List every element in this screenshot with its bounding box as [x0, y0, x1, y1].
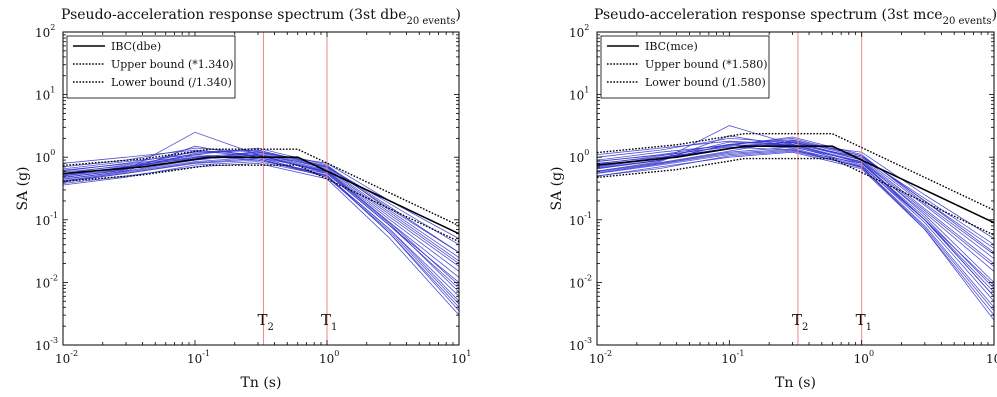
- record-line-16: [597, 140, 994, 259]
- record-line-12: [63, 147, 459, 258]
- lower-bound-line: [597, 157, 994, 236]
- y-tick-label: 100: [35, 148, 55, 165]
- y-axis-label: SA (g): [15, 166, 31, 210]
- x-axis-label: Tn (s): [241, 375, 282, 391]
- y-tick-label: 10-1: [569, 211, 592, 228]
- record-line-13: [597, 150, 994, 308]
- record-line-18: [63, 149, 459, 253]
- record-line-14: [63, 152, 459, 267]
- upper-bound-line: [63, 148, 459, 227]
- record-line-19: [597, 143, 994, 297]
- record-line-20: [597, 148, 994, 312]
- y-tick-label: 10-3: [35, 336, 58, 353]
- design-spectra: [597, 133, 994, 236]
- record-line-18: [597, 139, 994, 249]
- x-axis-label: Tn (s): [775, 375, 816, 391]
- axis-ticks: [62, 32, 459, 346]
- y-axis-label: SA (g): [549, 166, 565, 210]
- record-line-19: [63, 154, 459, 293]
- x-tick-label: 10-2: [589, 349, 612, 366]
- record-line-16: [63, 150, 459, 262]
- legend-label-2: Upper bound (*1.580): [645, 58, 768, 71]
- ibc-line: [63, 156, 459, 235]
- design-spectra: [63, 148, 459, 243]
- upper-bound-line: [597, 133, 994, 211]
- y-tick-label: 102: [35, 23, 55, 40]
- record-line-6: [63, 162, 459, 316]
- chart-panel-2: T2T110-210-110010110-310-210-1100101102P…: [549, 7, 997, 391]
- x-tick-label: 101: [986, 349, 997, 366]
- x-tick-label: 10-2: [55, 349, 78, 366]
- legend: IBC(dbe) Upper bound (*1.340) Lower bound …: [66, 35, 236, 99]
- legend-label-1: IBC(mce): [645, 40, 698, 53]
- ibc-line: [597, 145, 994, 224]
- y-tick-label: 10-3: [569, 336, 592, 353]
- y-tick-label: 101: [569, 86, 589, 103]
- record-line-7: [63, 151, 459, 264]
- record-line-12: [597, 136, 994, 255]
- axes-frame: [596, 31, 995, 346]
- record-line-11: [63, 131, 459, 283]
- legend-label-3: Lower bound (/1.580): [645, 76, 766, 89]
- lower-bound-line: [63, 164, 459, 243]
- chart-title: Pseudo-acceleration response spectrum (3…: [594, 7, 997, 27]
- record-line-17: [597, 146, 994, 321]
- y-tick-label: 101: [35, 86, 55, 103]
- record-line-17: [63, 155, 459, 312]
- legend-label-3: Lower bound (/1.340): [111, 76, 232, 89]
- x-tick-label: 10-1: [721, 349, 744, 366]
- record-line-10: [597, 146, 994, 272]
- y-tick-label: 102: [569, 23, 589, 40]
- y-tick-label: 10-2: [35, 273, 58, 290]
- legend: IBC(mce) Upper bound (*1.580) Lower bound …: [600, 35, 770, 99]
- record-line-7: [597, 141, 994, 264]
- axis-ticks: [596, 32, 994, 346]
- x-tick-label: 100: [319, 349, 339, 366]
- record-line-14: [597, 142, 994, 267]
- x-tick-label: 101: [451, 349, 471, 366]
- x-tick-label: 100: [854, 349, 874, 366]
- record-line-13: [63, 161, 459, 302]
- y-tick-label: 10-1: [35, 211, 58, 228]
- y-tick-label: 100: [569, 148, 589, 165]
- legend-label-1: IBC(dbe): [111, 40, 161, 53]
- x-tick-label: 10-1: [187, 349, 210, 366]
- record-line-20: [63, 158, 459, 305]
- axes-frame: [62, 31, 460, 346]
- y-tick-label: 10-2: [569, 273, 592, 290]
- legend-label-2: Upper bound (*1.340): [111, 58, 234, 71]
- chart-title: Pseudo-acceleration response spectrum (3…: [61, 7, 461, 27]
